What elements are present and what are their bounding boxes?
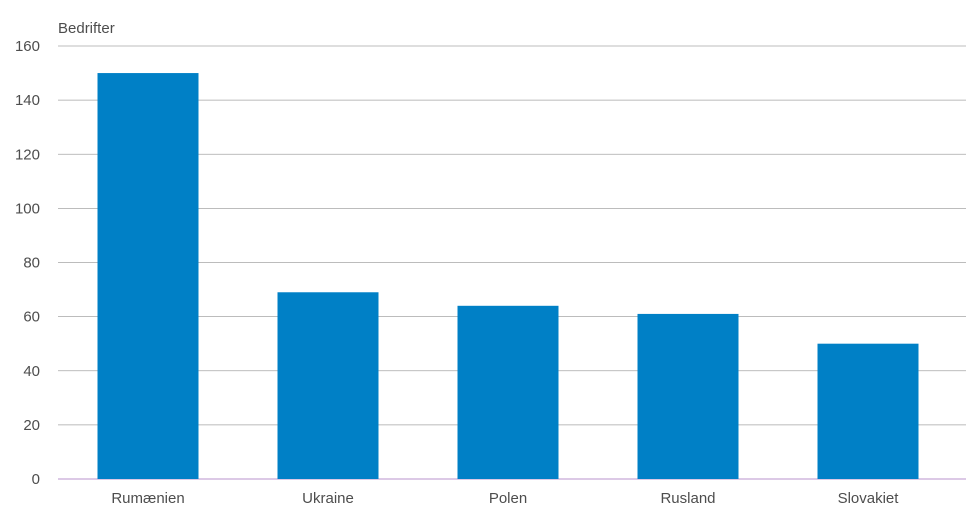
bar-polen: [457, 305, 559, 479]
x-tick-label: Polen: [489, 490, 527, 507]
grid-lines: [58, 45, 966, 480]
x-tick-label: Ukraine: [302, 490, 354, 507]
x-tick-label: Slovakiet: [838, 490, 900, 507]
bars: [97, 73, 919, 479]
x-tick-label: Rumænien: [111, 490, 184, 507]
y-tick-label: 60: [23, 309, 40, 326]
x-tick-label: Rusland: [660, 490, 715, 507]
y-axis-ticks: 0 20 40 60 80 100 120 140 160: [15, 38, 40, 488]
bar-rusland: [637, 313, 739, 479]
x-axis-labels: Rumænien Ukraine Polen Rusland Slovakiet: [111, 490, 899, 507]
bar-ukraine: [277, 292, 379, 479]
y-tick-label: 160: [15, 38, 40, 55]
y-tick-label: 100: [15, 200, 40, 217]
bar-slovakiet: [817, 343, 919, 479]
y-tick-label: 20: [23, 417, 40, 434]
y-axis-title: Bedrifter: [58, 20, 115, 37]
y-tick-label: 0: [32, 471, 40, 488]
y-tick-label: 140: [15, 92, 40, 109]
y-tick-label: 40: [23, 363, 40, 380]
y-tick-label: 120: [15, 146, 40, 163]
bar-rumænien: [97, 73, 199, 479]
y-tick-label: 80: [23, 255, 40, 272]
